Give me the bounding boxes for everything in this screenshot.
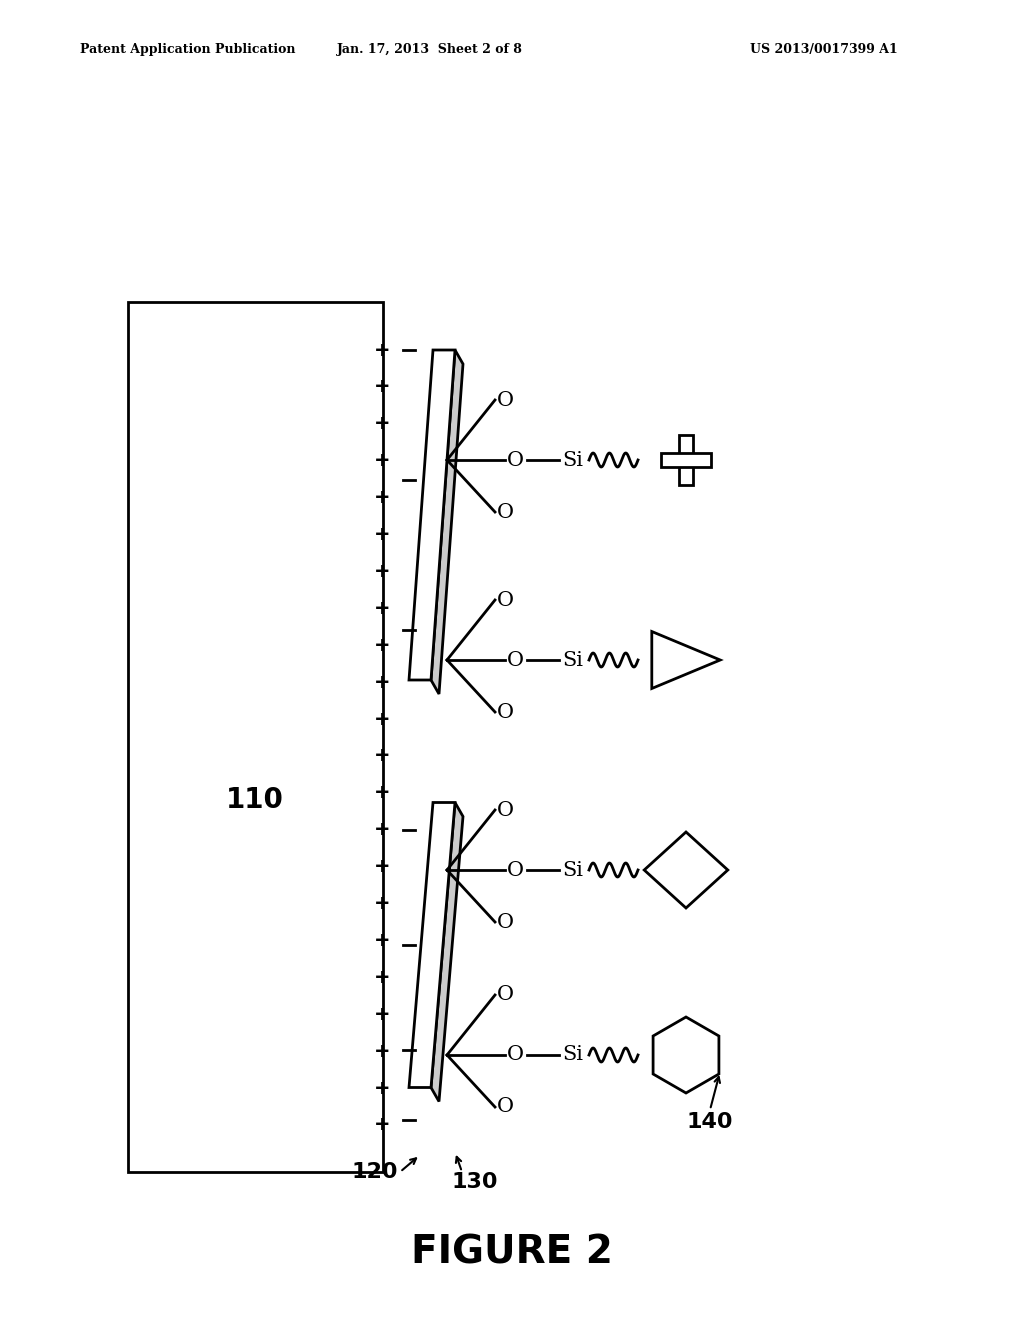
Text: 140: 140 bbox=[687, 1111, 733, 1133]
Text: +: + bbox=[374, 968, 390, 987]
Text: +: + bbox=[374, 488, 390, 507]
Bar bbox=[679, 436, 693, 484]
Text: 130: 130 bbox=[452, 1172, 499, 1192]
Polygon shape bbox=[653, 1016, 719, 1093]
Text: O: O bbox=[497, 702, 513, 722]
Text: +: + bbox=[374, 1005, 390, 1024]
Bar bbox=[128, 302, 383, 1172]
Text: +: + bbox=[374, 525, 390, 544]
Text: Si: Si bbox=[562, 861, 584, 879]
Text: Si: Si bbox=[562, 1045, 584, 1064]
Text: O: O bbox=[507, 450, 523, 470]
Text: FIGURE 2: FIGURE 2 bbox=[411, 1233, 613, 1271]
Text: +: + bbox=[374, 451, 390, 470]
Text: O: O bbox=[497, 912, 513, 932]
Text: +: + bbox=[374, 1078, 390, 1098]
Text: +: + bbox=[374, 378, 390, 396]
Text: +: + bbox=[374, 783, 390, 803]
Text: +: + bbox=[374, 931, 390, 950]
Text: Jan. 17, 2013  Sheet 2 of 8: Jan. 17, 2013 Sheet 2 of 8 bbox=[337, 44, 523, 57]
Polygon shape bbox=[409, 803, 455, 1088]
Text: O: O bbox=[507, 1045, 523, 1064]
Text: O: O bbox=[497, 503, 513, 521]
Text: +: + bbox=[374, 857, 390, 876]
Text: 120: 120 bbox=[352, 1162, 398, 1181]
Text: +: + bbox=[374, 414, 390, 433]
Polygon shape bbox=[409, 350, 455, 680]
Text: O: O bbox=[507, 861, 523, 879]
Polygon shape bbox=[652, 631, 720, 689]
Polygon shape bbox=[431, 803, 463, 1101]
Text: O: O bbox=[497, 986, 513, 1005]
Text: +: + bbox=[374, 820, 390, 840]
Text: +: + bbox=[374, 673, 390, 692]
Text: O: O bbox=[497, 1097, 513, 1117]
Text: Si: Si bbox=[562, 450, 584, 470]
Text: O: O bbox=[507, 651, 523, 669]
Bar bbox=[662, 453, 711, 467]
Text: 110: 110 bbox=[226, 785, 284, 814]
Text: Si: Si bbox=[562, 651, 584, 669]
Text: +: + bbox=[374, 1041, 390, 1061]
Text: +: + bbox=[374, 894, 390, 913]
Text: O: O bbox=[497, 391, 513, 409]
Text: +: + bbox=[374, 710, 390, 729]
Text: +: + bbox=[374, 341, 390, 359]
Text: +: + bbox=[374, 599, 390, 618]
Text: +: + bbox=[374, 746, 390, 766]
Text: Patent Application Publication: Patent Application Publication bbox=[80, 44, 296, 57]
Text: +: + bbox=[374, 562, 390, 581]
Text: +: + bbox=[374, 636, 390, 655]
Text: O: O bbox=[497, 590, 513, 610]
Polygon shape bbox=[644, 832, 728, 908]
Polygon shape bbox=[431, 350, 463, 694]
Text: +: + bbox=[374, 1115, 390, 1134]
Text: O: O bbox=[497, 800, 513, 820]
Text: US 2013/0017399 A1: US 2013/0017399 A1 bbox=[750, 44, 898, 57]
